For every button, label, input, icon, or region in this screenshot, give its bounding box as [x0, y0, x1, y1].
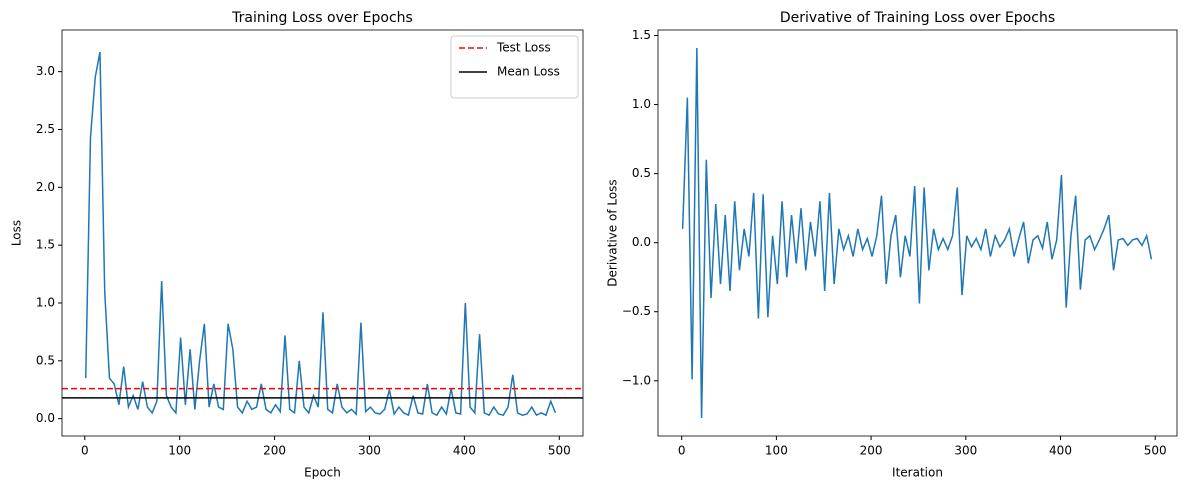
x-tick-label: 200 — [263, 444, 286, 458]
x-tick-label: 0 — [81, 444, 89, 458]
x-tick-label: 400 — [1049, 444, 1072, 458]
plot-frame — [657, 29, 1178, 437]
x-axis-label: Iteration — [892, 466, 943, 480]
y-tick-label: 1.0 — [632, 97, 651, 111]
y-tick-label: 1.5 — [632, 28, 651, 42]
legend-box — [450, 35, 579, 99]
x-tick-label: 400 — [453, 444, 476, 458]
loss-line — [84, 51, 557, 417]
x-tick-label: 500 — [1144, 444, 1167, 458]
y-tick-label: 1.0 — [36, 295, 55, 309]
legend-label: Mean Loss — [497, 65, 560, 79]
y-tick-label: 2.5 — [36, 122, 55, 136]
y-tick-label: 2.0 — [36, 180, 55, 194]
plot-frame — [61, 29, 584, 437]
y-tick-label: 0.0 — [632, 235, 651, 249]
y-axis-label: Derivative of Loss — [606, 179, 620, 286]
chart-title: Derivative of Training Loss over Epochs — [780, 10, 1055, 26]
y-tick-label: 0.5 — [36, 353, 55, 367]
x-tick-label: 100 — [765, 444, 788, 458]
y-tick-label: 0.5 — [632, 166, 651, 180]
x-tick-label: 100 — [168, 444, 191, 458]
chart-title: Training Loss over Epochs — [231, 10, 413, 26]
x-axis-label: Epoch — [304, 466, 341, 480]
y-tick-label: −0.5 — [622, 304, 651, 318]
loss-line — [681, 47, 1153, 419]
y-tick-label: −1.0 — [622, 373, 651, 387]
y-tick-label: 0.0 — [36, 411, 55, 425]
x-tick-label: 0 — [678, 444, 686, 458]
x-tick-label: 300 — [358, 444, 381, 458]
x-tick-label: 500 — [548, 444, 571, 458]
x-tick-label: 300 — [954, 444, 977, 458]
y-tick-label: 3.0 — [36, 64, 55, 78]
legend-label: Test Loss — [496, 41, 551, 55]
x-tick-label: 200 — [860, 444, 883, 458]
y-axis-label: Loss — [10, 220, 24, 246]
y-tick-label: 1.5 — [36, 238, 55, 252]
